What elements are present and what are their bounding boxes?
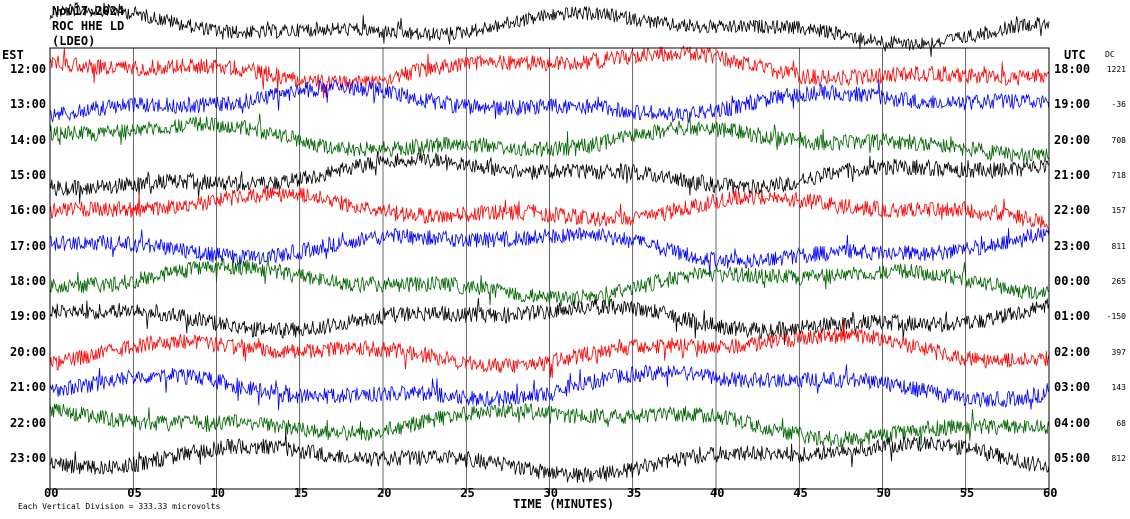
left-hour-label: 12:00 (10, 62, 47, 76)
seismic-traces (49, 1, 1050, 483)
trace-4 (49, 151, 1050, 204)
dc-value-label: -36 (1111, 100, 1126, 110)
header-network: (LDEO) (52, 34, 96, 48)
dc-value-label: 812 (1111, 453, 1126, 463)
right-hour-label: 22:00 (1054, 203, 1091, 218)
right-hour-label: 18:00 (1054, 62, 1091, 76)
dc-value-label: 68 (1116, 418, 1126, 428)
left-hour-label: 16:00 (10, 203, 47, 218)
left-hour-label: 18:00 (10, 274, 47, 289)
x-tick-label: 00 (44, 486, 59, 500)
dc-value-label: 397 (1111, 347, 1126, 357)
dc-header-label: DC (1105, 50, 1115, 59)
x-tick-label: 15 (293, 486, 309, 500)
x-tick-label: 30 (543, 486, 558, 500)
right-timezone-label: UTC (1064, 48, 1086, 62)
dc-value-label: 157 (1111, 206, 1126, 216)
trace-7 (49, 252, 1050, 308)
x-ticks (49, 489, 1050, 494)
dc-value-label: 708 (1111, 135, 1126, 145)
left-hour-label: 22:00 (10, 415, 47, 430)
trace-1 (49, 45, 1050, 99)
x-tick-label: 55 (959, 486, 975, 500)
right-hour-label: 03:00 (1054, 380, 1091, 395)
right-hour-label: 20:00 (1054, 132, 1091, 147)
right-hour-label: 21:00 (1054, 168, 1091, 183)
left-hour-label: 13:00 (10, 97, 47, 112)
dc-value-label: 718 (1111, 171, 1126, 181)
left-hour-label: 23:00 (10, 450, 47, 465)
x-tick-label: 35 (626, 486, 642, 500)
trace-8 (49, 297, 1050, 345)
right-hour-label: 05:00 (1054, 450, 1091, 465)
x-tick-label: 05 (127, 486, 142, 500)
left-hour-label: 21:00 (10, 380, 47, 395)
x-tick-label: 25 (460, 486, 475, 500)
footer-note: Each Vertical Division = 333.33 microvol… (18, 502, 221, 511)
right-hour-label: 19:00 (1054, 97, 1091, 112)
x-tick-label: 20 (377, 486, 392, 500)
trace-11 (49, 402, 1050, 448)
right-hour-label: 02:00 (1054, 344, 1091, 359)
trace-3 (49, 113, 1050, 163)
header-date: Nov17,2024 (52, 4, 125, 18)
left-hour-label: 19:00 (10, 309, 47, 324)
trace-0 (49, 1, 1050, 57)
header-station: ROC HHE LD (52, 19, 125, 33)
left-hour-label: 17:00 (10, 238, 47, 253)
left-timezone-label: EST (2, 48, 24, 62)
dc-value-label: 1221 (1106, 65, 1126, 74)
left-hour-label: 20:00 (10, 344, 47, 359)
dc-value-label: -150 (1106, 312, 1126, 322)
left-hour-label: 14:00 (10, 132, 47, 147)
x-tick-label: 60 (1043, 486, 1058, 500)
x-tick-label: 40 (710, 486, 725, 500)
right-hour-label: 00:00 (1054, 274, 1091, 289)
right-hour-label: 23:00 (1054, 238, 1091, 253)
trace-12 (49, 431, 1050, 483)
trace-5 (49, 186, 1050, 230)
dc-value-label: 811 (1111, 241, 1126, 251)
x-axis-label: TIME (MINUTES) (513, 497, 615, 511)
trace-2 (49, 79, 1050, 124)
right-hour-label: 01:00 (1054, 309, 1091, 324)
dc-value-label: 265 (1111, 277, 1126, 287)
trace-9 (49, 319, 1050, 379)
right-hour-label: 04:00 (1054, 415, 1091, 430)
left-hour-label: 15:00 (10, 168, 47, 183)
trace-10 (49, 364, 1050, 411)
trace-6 (49, 227, 1050, 276)
x-tick-label: 10 (210, 486, 225, 500)
vertical-gridlines (132, 48, 967, 489)
x-tick-label: 45 (793, 486, 808, 500)
dc-value-label: 143 (1111, 383, 1126, 393)
x-tick-label: 50 (876, 486, 891, 500)
